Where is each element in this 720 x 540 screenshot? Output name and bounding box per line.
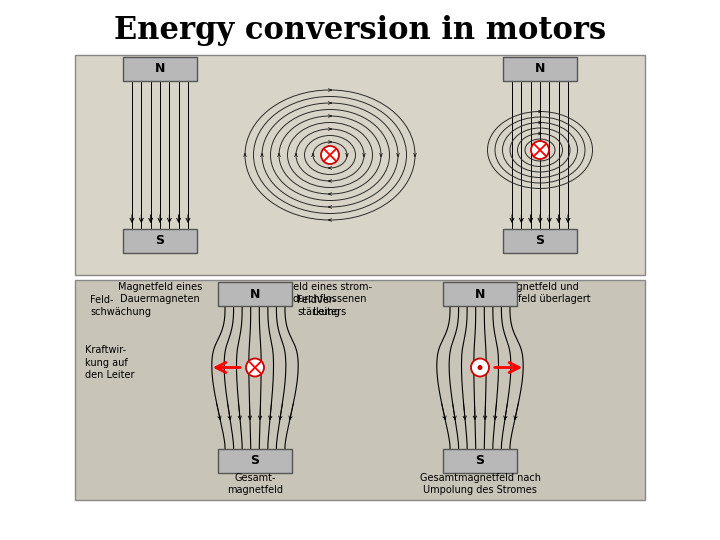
Text: Kraftwir-
kung auf
den Leiter: Kraftwir- kung auf den Leiter	[85, 345, 135, 380]
Text: Gesamtmagnetfeld nach
Umpolung des Stromes: Gesamtmagnetfeld nach Umpolung des Strom…	[420, 472, 541, 495]
Bar	[75, 280, 645, 500]
Circle shape	[477, 365, 482, 370]
FancyBboxPatch shape	[123, 229, 197, 253]
Text: N: N	[155, 63, 165, 76]
Circle shape	[531, 141, 549, 159]
Text: Feld-
schwächung: Feld- schwächung	[90, 295, 151, 318]
Text: N: N	[474, 287, 485, 300]
FancyBboxPatch shape	[218, 282, 292, 306]
FancyBboxPatch shape	[123, 57, 197, 81]
Text: Feldver-
stärkung: Feldver- stärkung	[297, 295, 340, 318]
Text: S: S	[475, 455, 485, 468]
Text: S: S	[156, 234, 164, 247]
FancyBboxPatch shape	[503, 57, 577, 81]
Text: Magnetfeld eines
Dauermagneten: Magnetfeld eines Dauermagneten	[118, 282, 202, 305]
FancyBboxPatch shape	[503, 229, 577, 253]
Text: S: S	[251, 455, 259, 468]
Text: S: S	[536, 234, 544, 247]
Text: Energy conversion in motors: Energy conversion in motors	[114, 15, 606, 46]
Text: N: N	[535, 63, 545, 76]
Text: Gesamt-
magnetfeld: Gesamt- magnetfeld	[227, 472, 283, 495]
Circle shape	[471, 359, 489, 376]
Circle shape	[321, 146, 339, 164]
Text: Feld eines strom-
durchflossenen
Leiters: Feld eines strom- durchflossenen Leiters	[288, 282, 372, 317]
FancyBboxPatch shape	[443, 449, 517, 473]
Text: Magnetfeld und
Leiterfeld überlagert: Magnetfeld und Leiterfeld überlagert	[490, 282, 590, 305]
Bar	[75, 55, 645, 275]
FancyBboxPatch shape	[218, 449, 292, 473]
Circle shape	[246, 359, 264, 376]
Text: N: N	[250, 287, 260, 300]
FancyBboxPatch shape	[443, 282, 517, 306]
